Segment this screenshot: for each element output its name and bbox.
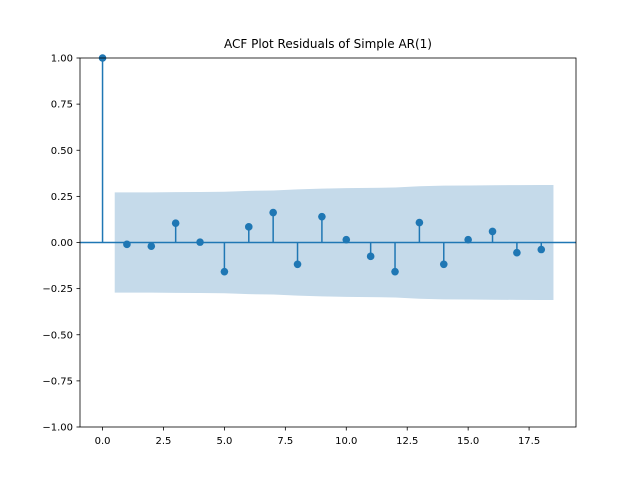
x-tick-label: 5.0 [216,436,232,447]
y-tick-label: −1.00 [42,423,73,434]
acf-point-lag-11 [366,252,375,261]
acf-point-lag-8 [293,260,302,269]
x-tick-label: 2.5 [156,436,172,447]
x-tick-label: 7.5 [277,436,293,447]
chart-title: ACF Plot Residuals of Simple AR(1) [224,37,432,51]
acf-point-lag-16 [488,227,497,236]
x-tick-label: 17.5 [518,436,540,447]
x-tick-label: 12.5 [396,436,418,447]
acf-point-lag-4 [196,238,204,246]
y-tick-label: 0.00 [51,238,73,249]
y-tick-label: 0.50 [51,146,73,157]
x-tick-label: 10.0 [335,436,357,447]
axes-layer: 0.0 2.5 5.0 7.5 10.0 12.5 15.0 17.5 1.00 0.75 0.50… [42,54,577,447]
y-tick-label: 1.00 [51,54,73,65]
acf-point-lag-14 [439,260,448,269]
acf-point-lag-7 [269,208,277,217]
acf-point-lag-10 [342,235,351,244]
acf-point-lag-6 [244,223,253,231]
x-tick-label: 15.0 [457,436,479,447]
y-tick-label: −0.75 [42,376,73,387]
stems-layer [98,54,546,276]
y-tick-label: −0.25 [42,284,73,295]
y-tick-label: −0.50 [42,330,73,341]
acf-point-lag-13 [415,218,424,227]
y-tick-label: 0.75 [51,100,73,111]
acf-point-lag-3 [171,219,180,227]
acf-point-lag-18 [537,245,546,254]
y-tick-label: 0.25 [51,192,73,203]
acf-point-lag-9 [318,212,326,221]
acf-point-lag-1 [123,240,131,249]
acf-point-lag-5 [220,267,229,276]
x-tick-label: 0.0 [95,436,111,447]
acf-point-lag-12 [391,267,399,276]
acf-point-lag-2 [147,242,156,250]
acf-point-lag-17 [513,248,521,257]
acf-point-lag-15 [464,235,472,244]
